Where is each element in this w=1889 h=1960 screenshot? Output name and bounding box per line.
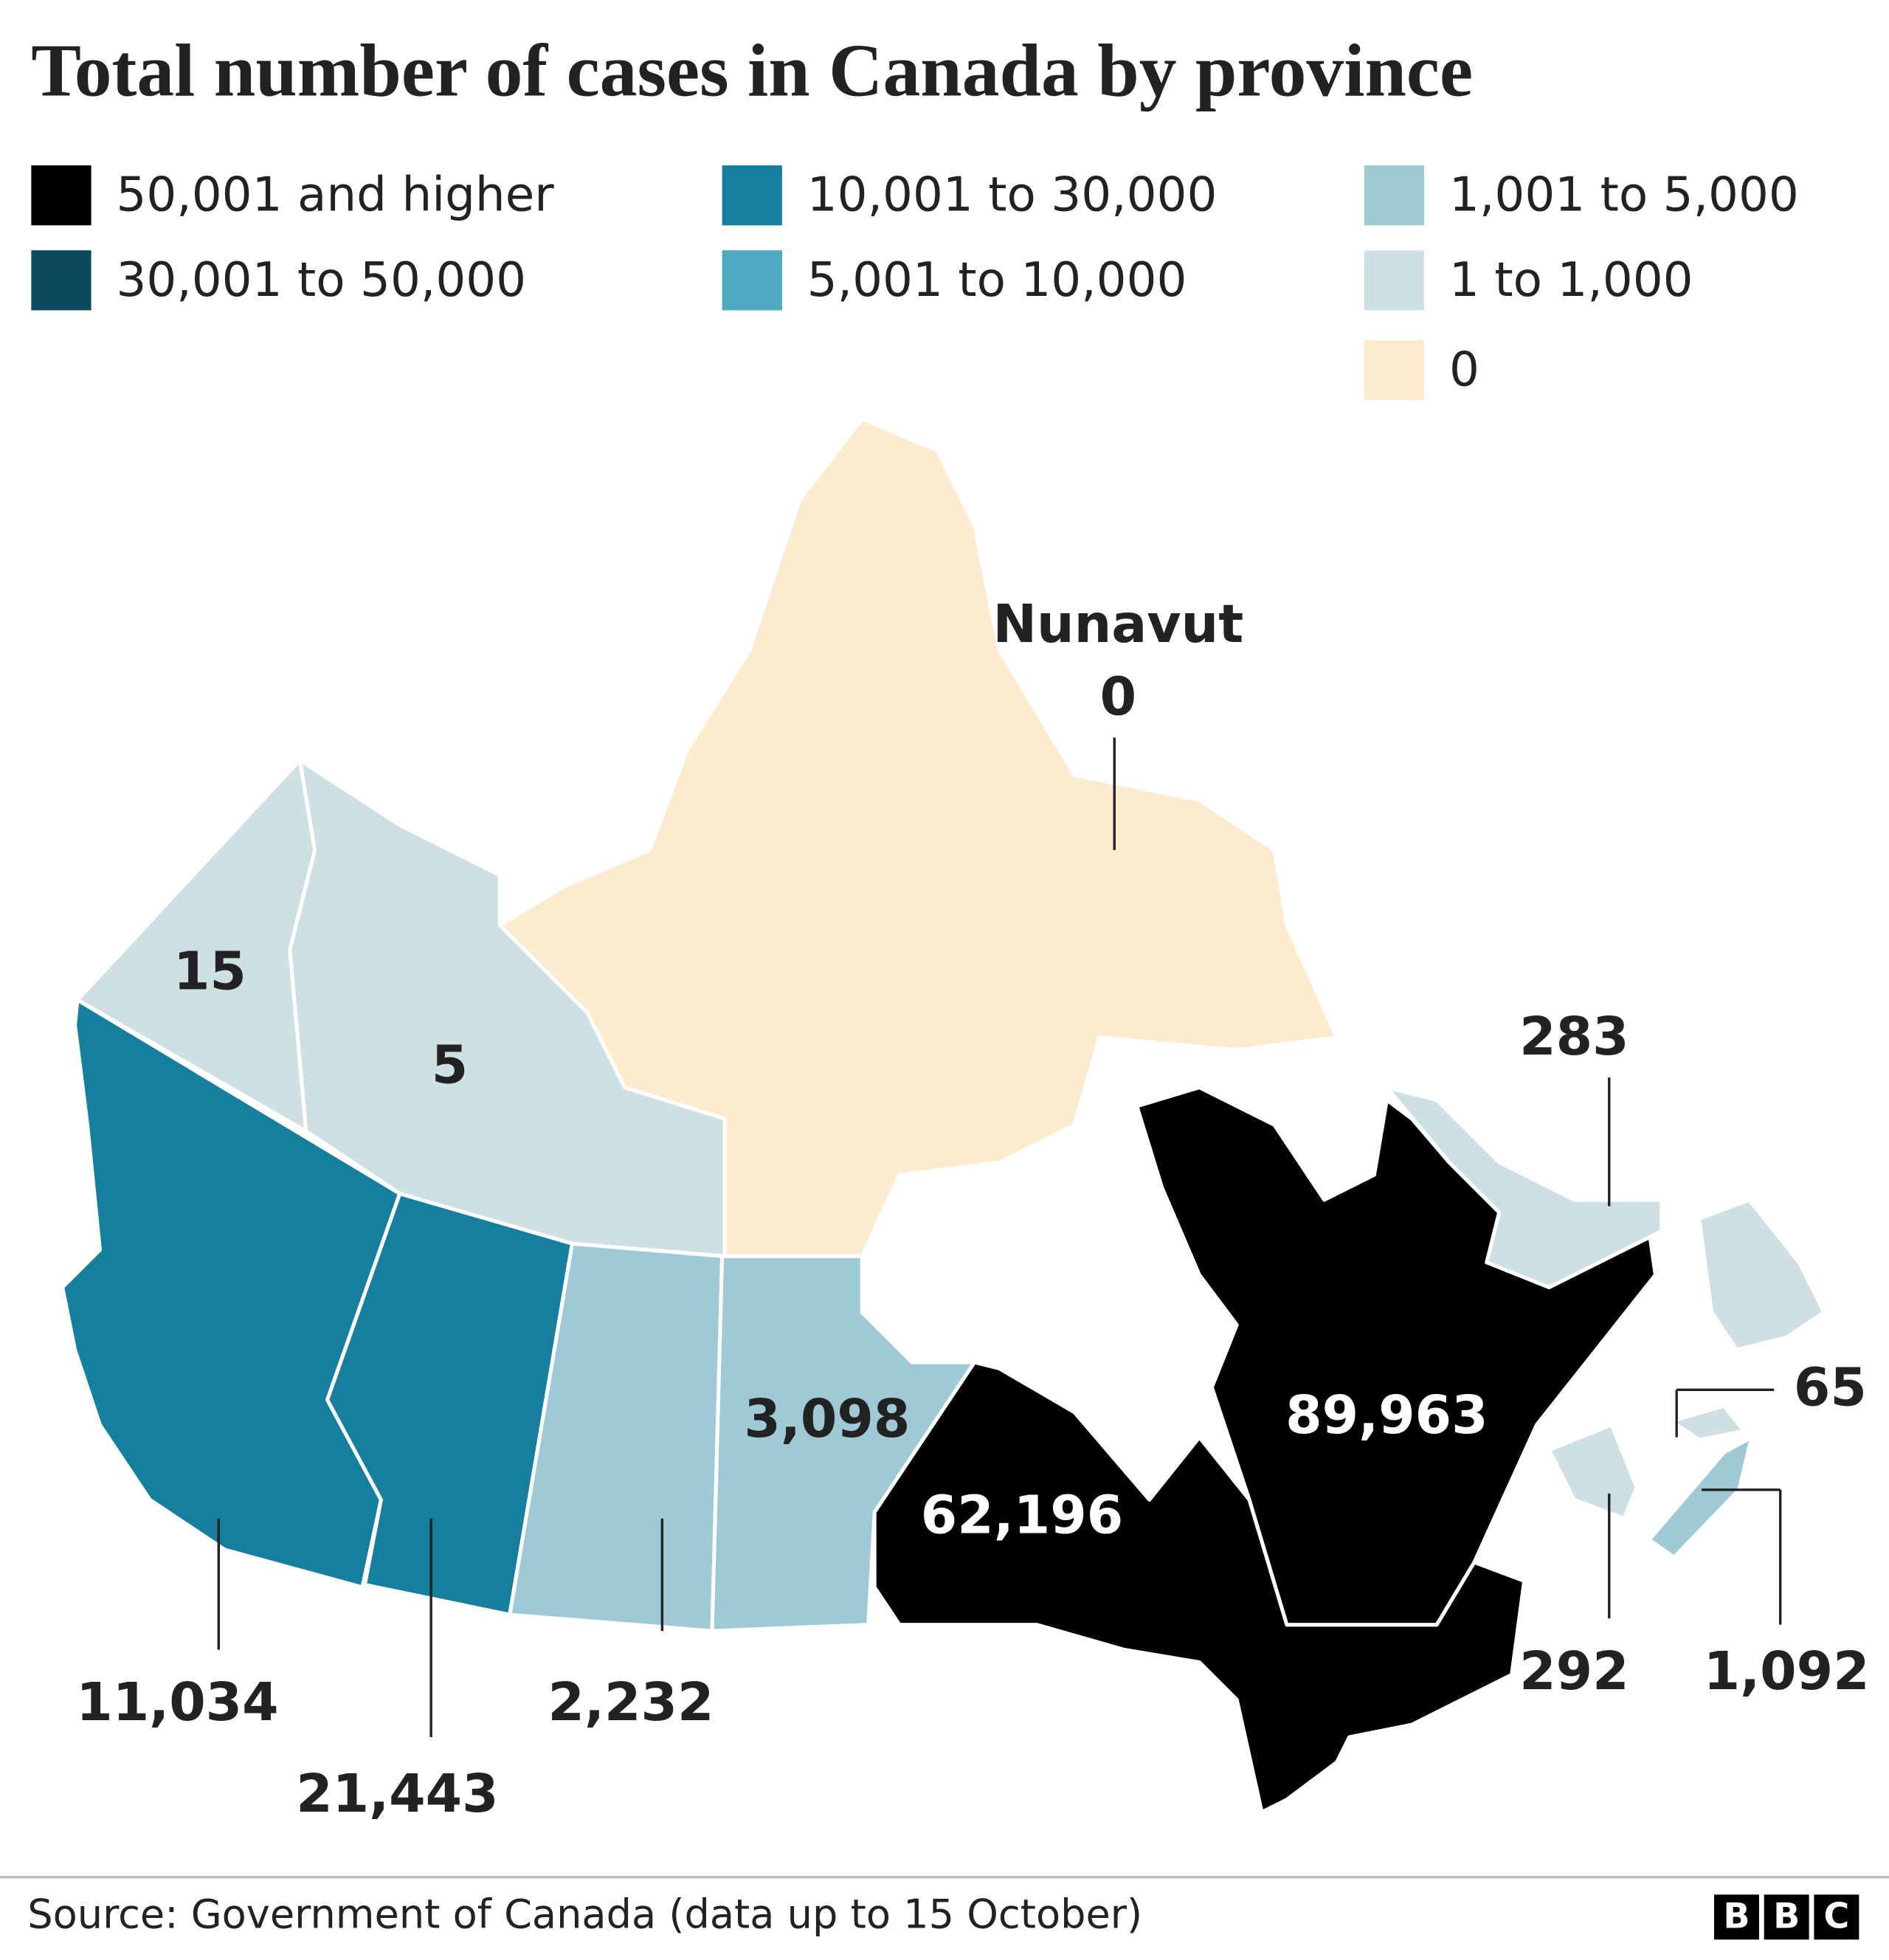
legend-swatch (1364, 340, 1425, 401)
legend-label: 0 (1449, 342, 1479, 398)
region-value: 21,443 (296, 1763, 498, 1824)
legend-label: 10,001 to 30,000 (807, 168, 1218, 223)
region-value: 292 (1519, 1640, 1629, 1702)
legend-label: 50,001 and higher (116, 168, 554, 223)
region-value: 3,098 (744, 1388, 910, 1449)
region-value: 2,232 (548, 1671, 714, 1733)
logo-box (1814, 1894, 1859, 1940)
legend-swatch (722, 165, 782, 226)
regions (61, 417, 1826, 1815)
legend-label: 5,001 to 10,000 (807, 252, 1187, 308)
region-value: 89,963 (1285, 1384, 1488, 1446)
region (872, 1360, 1527, 1815)
region (1647, 1435, 1754, 1559)
region (1384, 1086, 1664, 1290)
legend-swatch (1364, 165, 1425, 226)
title: Total number of cases in Canada by provi… (31, 28, 1473, 111)
logo-box (1764, 1894, 1809, 1940)
logo-letter: B (1723, 1897, 1750, 1937)
region-value: 62,196 (921, 1484, 1123, 1545)
legend-swatch (31, 250, 91, 311)
region-value: 11,034 (76, 1671, 278, 1733)
legend-swatch (1364, 250, 1425, 311)
logo-letter: C (1823, 1897, 1849, 1937)
legend-swatch (31, 165, 91, 226)
source: Source: Government of Canada (data up to… (27, 1891, 1142, 1937)
region (1547, 1423, 1639, 1521)
region-value: 65 (1794, 1357, 1867, 1418)
region (1669, 1404, 1747, 1442)
region (288, 758, 727, 1258)
legend-label: 1 to 1,000 (1449, 252, 1693, 308)
region (1697, 1198, 1826, 1352)
legend-label: 1,001 to 5,000 (1449, 168, 1799, 223)
legend-swatch (722, 250, 782, 311)
region-value: 0 (1100, 666, 1136, 727)
logo-letter: B (1773, 1897, 1800, 1937)
region-name: Nunavut (992, 593, 1243, 655)
region-value: 15 (173, 941, 246, 1002)
region-value: 5 (432, 1035, 468, 1096)
logo-box (1713, 1894, 1759, 1940)
region-value: 283 (1519, 1006, 1629, 1067)
region-value: 1,092 (1704, 1640, 1870, 1702)
legend-label: 30,001 to 50,000 (116, 252, 526, 308)
